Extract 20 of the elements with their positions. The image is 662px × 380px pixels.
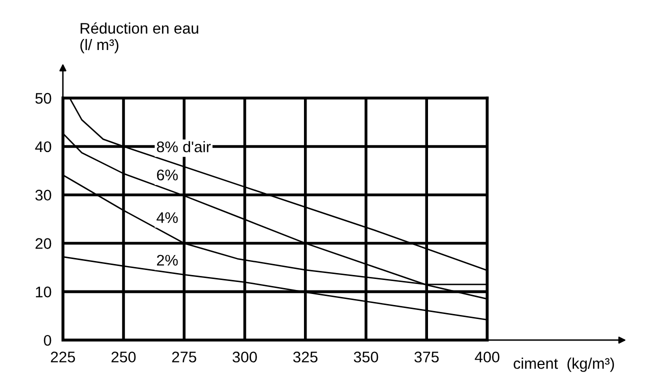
y-tick-label: 50 [35, 92, 52, 104]
x-tick-label: 350 [354, 352, 378, 362]
y-tick-label: 20 [36, 238, 52, 249]
series-label: 4% [156, 212, 178, 223]
y-tick-label: 30 [35, 190, 52, 201]
x-tick-label: 275 [172, 352, 196, 362]
y-tick-label: 0 [44, 334, 52, 346]
y-tick-label: 40 [35, 141, 52, 152]
x-tick-label: 375 [414, 352, 439, 362]
x-tick-label: 325 [293, 352, 318, 362]
series-label: 8% d'air [156, 141, 211, 152]
x-axis-title: ciment (kg/m³) [514, 358, 614, 372]
x-tick-label: 300 [232, 352, 257, 362]
y-axis-title: Réduction en eau (l/ m³) [80, 22, 198, 54]
series-label: 6% [157, 170, 178, 180]
series-label: 2% [157, 254, 178, 266]
y-tick-label: 10 [36, 286, 52, 298]
x-tick-label: 400 [474, 352, 500, 362]
x-tick-label: 250 [112, 352, 136, 362]
x-tick-label: 225 [50, 352, 75, 362]
